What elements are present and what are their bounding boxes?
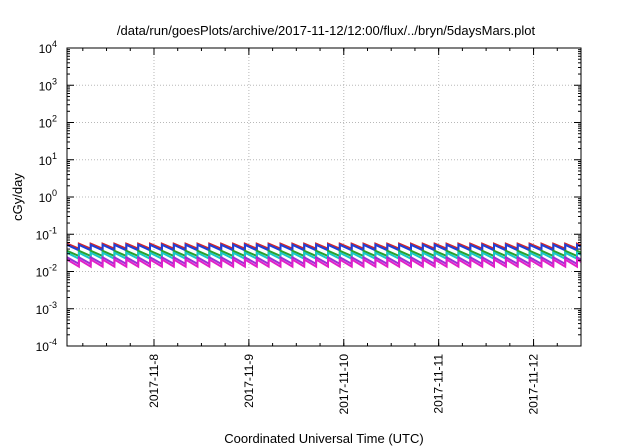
grid — [67, 48, 581, 346]
y-tick-label: 10-4 — [36, 337, 57, 354]
y-axis-label: cGy/day — [10, 173, 25, 221]
y-tick-label: 102 — [39, 114, 57, 131]
y-tick-label: 103 — [39, 76, 57, 93]
y-axis: 10-4 10-3 10-2 10-1 100 101 102 103 104 — [36, 39, 581, 354]
y-tick-label: 100 — [39, 188, 57, 205]
x-tick-label: 2017-11-8 — [147, 354, 161, 408]
x-axis-label: Coordinated Universal Time (UTC) — [224, 431, 423, 446]
series-line — [66, 243, 582, 252]
plot-frame — [66, 47, 582, 347]
x-tick-label: 2017-11-12 — [527, 354, 541, 415]
chart-title: /data/run/goesPlots/archive/2017-11-12/1… — [117, 23, 536, 38]
x-axis: 2017-11-8 2017-11-9 2017-11-10 2017-11-11 20… — [82, 48, 558, 415]
plot-area — [66, 242, 582, 269]
x-tick-label: 2017-11-10 — [337, 354, 351, 415]
y-tick-label: 10-1 — [36, 225, 57, 242]
series-line — [66, 251, 582, 261]
y-tick-label: 10-3 — [36, 300, 57, 317]
y-tick-label: 104 — [39, 39, 57, 56]
series-line — [66, 257, 582, 269]
x-tick-label: 2017-11-9 — [242, 354, 256, 408]
y-tick-label: 10-2 — [36, 263, 57, 280]
y-tick-label: 101 — [39, 151, 57, 168]
x-tick-label: 2017-11-11 — [432, 354, 446, 414]
